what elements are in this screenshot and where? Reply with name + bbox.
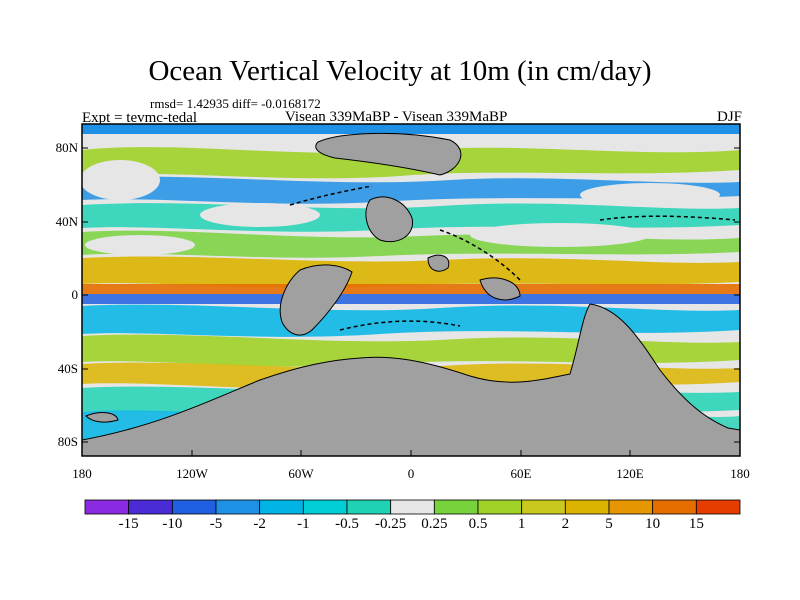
velocity-band xyxy=(82,256,740,288)
colorbar-label: -10 xyxy=(162,516,183,532)
lon-tick-label: 180 xyxy=(72,466,92,481)
near-zero-patch xyxy=(470,223,650,247)
coastline-dashes xyxy=(599,215,736,221)
colorbar-swatch xyxy=(128,499,173,515)
colorbar-swatch xyxy=(302,499,348,515)
land-mass xyxy=(279,264,353,336)
colorbar-swatch xyxy=(215,499,261,515)
colorbar-swatch xyxy=(564,499,610,515)
colorbar-label: 2 xyxy=(561,516,570,532)
land-mass xyxy=(315,132,462,176)
colorbar-swatch xyxy=(390,499,435,515)
colorbar xyxy=(84,499,741,515)
subtitle: Visean 339MaBP - Visean 339MaBP xyxy=(285,109,508,125)
colorbar-label: 0.25 xyxy=(421,516,448,532)
experiment-label: Expt = tevmc-tedal xyxy=(82,110,198,126)
season-label: DJF xyxy=(716,109,742,125)
velocity-band xyxy=(82,176,740,204)
near-zero-patch xyxy=(85,235,195,255)
colorbar-label: -0.5 xyxy=(335,516,359,532)
velocity-band xyxy=(82,294,740,304)
lat-tick-label: 40S xyxy=(57,361,78,376)
near-zero-patch xyxy=(580,183,720,207)
land-mass xyxy=(85,412,119,423)
colorbar-label: 10 xyxy=(645,516,661,532)
land-mass xyxy=(427,254,450,272)
colorbar-label: 15 xyxy=(688,516,704,532)
colorbar-swatch xyxy=(608,499,654,515)
lon-tick-label: 120E xyxy=(616,466,644,481)
lat-tick-label: 0 xyxy=(71,287,79,302)
colorbar-swatch xyxy=(259,499,304,515)
colorbar-label: -2 xyxy=(253,516,266,532)
lat-tick-marks xyxy=(82,147,740,443)
lat-tick-label: 40N xyxy=(55,214,78,229)
plot-title: Ocean Vertical Velocity at 10m (in cm/da… xyxy=(148,55,652,87)
colorbar-label: 5 xyxy=(605,516,613,532)
coastline-dashes xyxy=(339,320,461,331)
map-field xyxy=(82,124,740,456)
stats-text: rmsd= 1.42935 diff= -0.0168172 xyxy=(150,96,321,111)
lon-tick-label: 60E xyxy=(510,466,532,481)
colorbar-swatch xyxy=(695,499,741,515)
land-mass xyxy=(479,277,521,301)
colorbar-swatch xyxy=(521,499,566,515)
lon-tick-label: 120W xyxy=(176,466,208,481)
coastline-dashes xyxy=(289,185,373,206)
land-mass xyxy=(82,303,740,456)
near-zero-patch xyxy=(82,160,160,200)
velocity-band xyxy=(82,284,740,294)
lon-tick-label: 180 xyxy=(730,466,750,481)
colorbar-label: -15 xyxy=(118,516,139,532)
near-zero-patch xyxy=(200,203,320,227)
lat-tick-label: 80N xyxy=(55,140,78,155)
colorbar-label: -1 xyxy=(297,516,310,532)
colorbar-swatch xyxy=(84,499,130,515)
colorbar-swatch xyxy=(477,499,523,515)
colorbar-label: -0.25 xyxy=(375,516,407,532)
colorbar-swatch xyxy=(652,499,697,515)
colorbar-label: 1 xyxy=(517,516,526,532)
colorbar-swatch xyxy=(171,499,217,515)
velocity-band xyxy=(82,124,740,134)
colorbar-swatch xyxy=(346,499,392,515)
lon-tick-label: 0 xyxy=(407,466,415,481)
colorbar-label: 0.5 xyxy=(468,516,488,532)
colorbar-swatch xyxy=(433,499,479,515)
lon-tick-label: 60W xyxy=(288,466,314,481)
colorbar-label: -5 xyxy=(209,516,223,532)
lat-tick-label: 80S xyxy=(57,434,78,449)
lon-tick-marks xyxy=(81,450,741,456)
coastline-dashes xyxy=(439,229,521,281)
land-mass xyxy=(365,196,414,242)
